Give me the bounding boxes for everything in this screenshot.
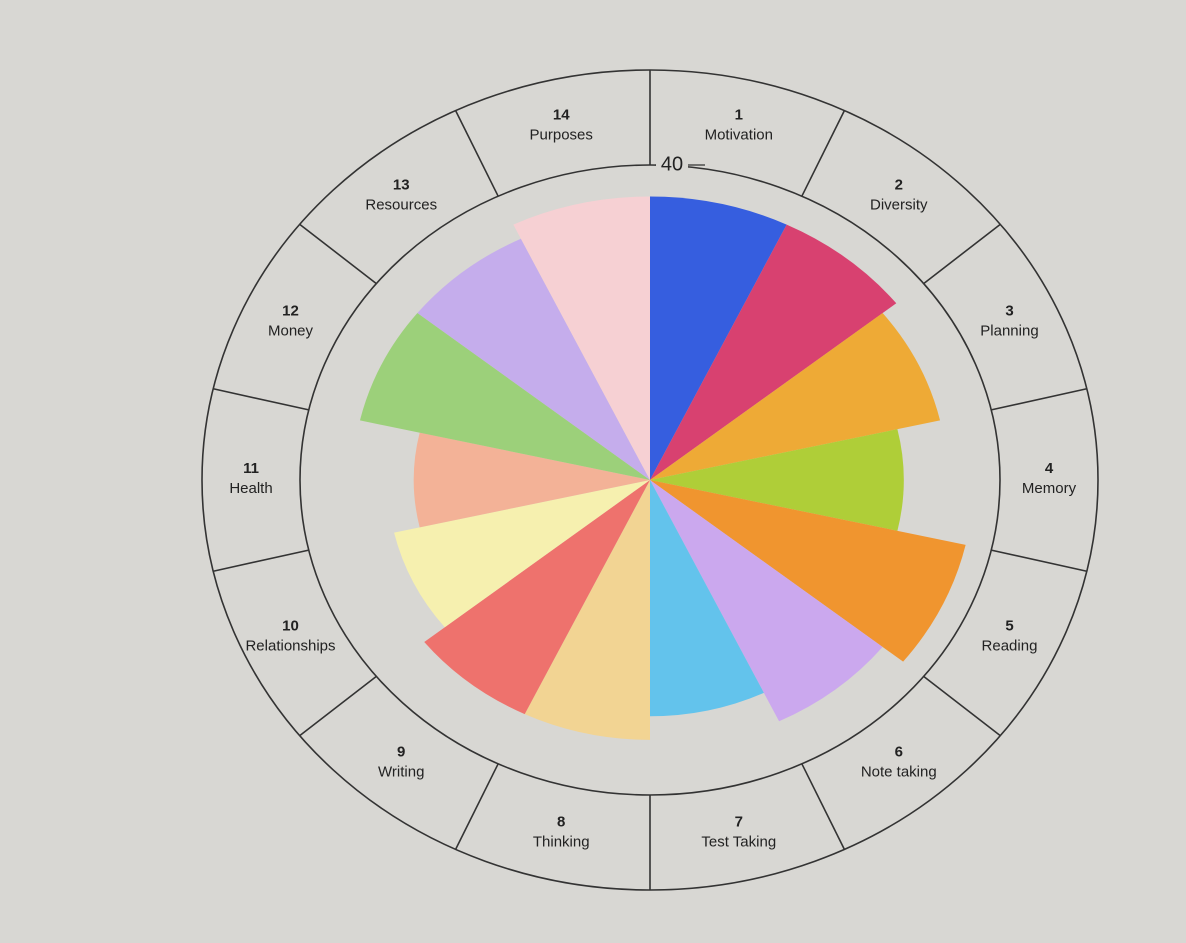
category-number: 5 <box>1005 617 1013 634</box>
category-label: Writing <box>378 763 424 780</box>
category-number: 7 <box>735 813 743 830</box>
labels: 1 Motivation 2 Diversity 3 Planning 4 Memory 5 Re… <box>213 70 1087 890</box>
category-label: Test Taking <box>701 833 776 850</box>
divider <box>454 763 499 850</box>
wedge <box>650 429 904 531</box>
wedges <box>359 196 966 740</box>
category-label: Resources <box>365 197 437 214</box>
wedge <box>650 480 966 662</box>
r-tick-label: 40 <box>661 153 683 175</box>
wedge <box>513 196 650 480</box>
divider <box>923 223 1001 285</box>
wedge <box>359 313 650 480</box>
wedge <box>650 224 897 480</box>
category-number: 13 <box>393 177 410 194</box>
divider <box>801 763 846 850</box>
wedge <box>650 480 883 722</box>
category-label: Money <box>268 323 314 340</box>
category-number: 2 <box>895 177 903 194</box>
category-number: 9 <box>397 743 405 760</box>
wedge <box>524 480 650 740</box>
wedge <box>424 480 650 715</box>
category-label: Note taking <box>861 763 937 780</box>
category-label: Planning <box>980 323 1038 340</box>
divider <box>923 675 1001 737</box>
wedge <box>417 238 650 480</box>
category-label: Memory <box>1022 480 1077 497</box>
wedge <box>650 196 787 480</box>
wedge <box>650 313 941 480</box>
category-number: 4 <box>1045 460 1054 477</box>
category-number: 6 <box>895 743 903 760</box>
category-number: 11 <box>243 460 259 477</box>
category-number: 8 <box>557 813 565 830</box>
divider <box>991 387 1087 411</box>
wedge <box>394 480 650 628</box>
divider <box>801 110 846 197</box>
divider <box>991 549 1087 573</box>
divider <box>299 675 377 737</box>
wedge <box>650 480 764 717</box>
category-number: 1 <box>735 107 743 124</box>
category-label: Purposes <box>530 127 593 144</box>
divider <box>213 549 309 573</box>
wedge <box>413 432 650 528</box>
category-label: Relationships <box>245 637 335 654</box>
category-label: Health <box>229 480 272 497</box>
category-number: 10 <box>282 617 299 634</box>
divider <box>213 387 309 411</box>
category-label: Diversity <box>870 197 928 214</box>
category-number: 12 <box>282 303 299 320</box>
divider <box>299 223 377 285</box>
category-label: Motivation <box>705 127 773 144</box>
category-label: Reading <box>982 637 1038 654</box>
r-tick-bg <box>656 154 688 176</box>
category-label: Thinking <box>533 833 590 850</box>
category-number: 14 <box>553 107 570 124</box>
divider <box>454 110 499 197</box>
category-number: 3 <box>1005 303 1013 320</box>
